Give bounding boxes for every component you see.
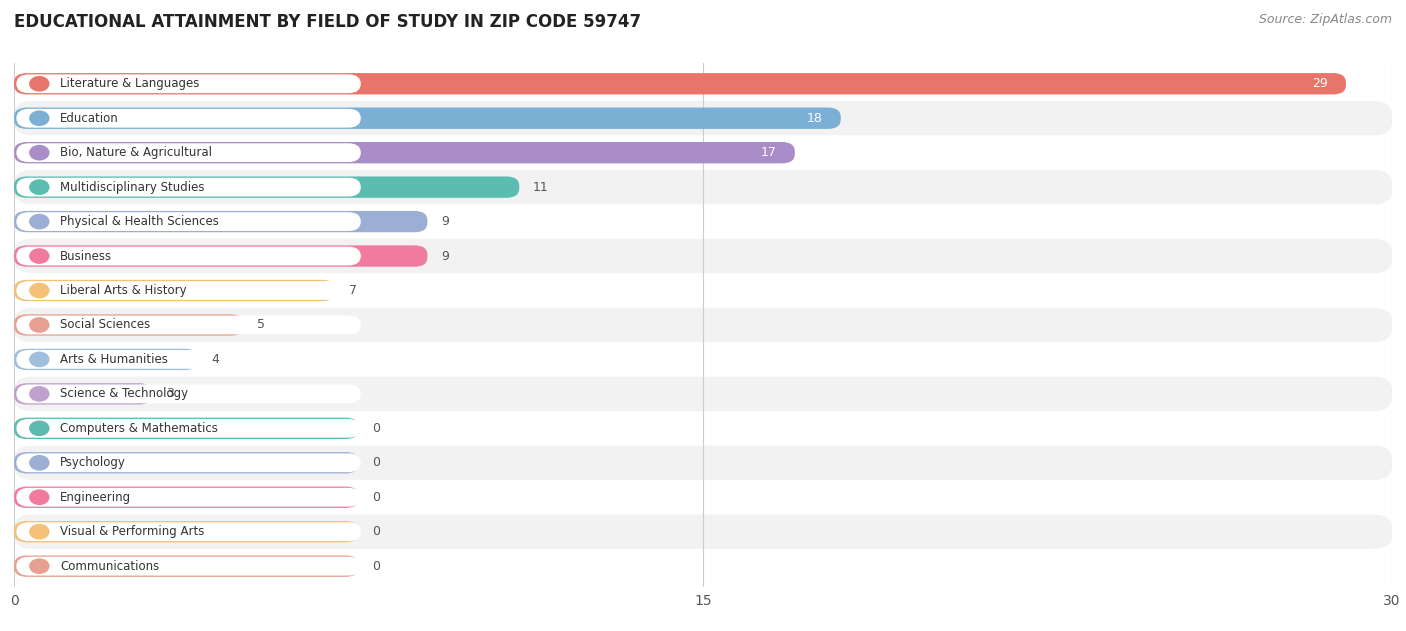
- Text: 5: 5: [257, 319, 266, 331]
- FancyBboxPatch shape: [14, 314, 243, 336]
- Circle shape: [30, 456, 49, 470]
- FancyBboxPatch shape: [17, 384, 361, 403]
- FancyBboxPatch shape: [14, 142, 794, 163]
- Text: Source: ZipAtlas.com: Source: ZipAtlas.com: [1258, 13, 1392, 26]
- FancyBboxPatch shape: [14, 211, 427, 232]
- FancyBboxPatch shape: [14, 555, 359, 577]
- Text: Visual & Performing Arts: Visual & Performing Arts: [60, 525, 204, 538]
- FancyBboxPatch shape: [17, 350, 361, 369]
- Circle shape: [30, 352, 49, 367]
- Text: 0: 0: [373, 456, 380, 469]
- FancyBboxPatch shape: [14, 487, 359, 508]
- FancyBboxPatch shape: [14, 480, 1392, 514]
- Text: Science & Technology: Science & Technology: [60, 387, 188, 401]
- Circle shape: [30, 318, 49, 332]
- Text: Education: Education: [60, 112, 118, 125]
- FancyBboxPatch shape: [14, 418, 359, 439]
- FancyBboxPatch shape: [14, 411, 1392, 445]
- Text: Arts & Humanities: Arts & Humanities: [60, 353, 167, 366]
- Circle shape: [30, 524, 49, 539]
- FancyBboxPatch shape: [14, 308, 1392, 342]
- FancyBboxPatch shape: [17, 316, 361, 334]
- Text: 29: 29: [1312, 77, 1327, 90]
- FancyBboxPatch shape: [17, 143, 361, 162]
- FancyBboxPatch shape: [14, 136, 1392, 170]
- Circle shape: [30, 76, 49, 91]
- FancyBboxPatch shape: [14, 349, 198, 370]
- Text: 0: 0: [373, 491, 380, 504]
- FancyBboxPatch shape: [14, 239, 1392, 273]
- Text: 0: 0: [373, 525, 380, 538]
- Text: 7: 7: [349, 284, 357, 297]
- FancyBboxPatch shape: [17, 178, 361, 196]
- FancyBboxPatch shape: [14, 383, 152, 404]
- Text: Computers & Mathematics: Computers & Mathematics: [60, 422, 218, 435]
- FancyBboxPatch shape: [14, 177, 519, 198]
- FancyBboxPatch shape: [14, 170, 1392, 204]
- FancyBboxPatch shape: [17, 247, 361, 266]
- FancyBboxPatch shape: [17, 109, 361, 127]
- FancyBboxPatch shape: [14, 521, 359, 543]
- Text: Psychology: Psychology: [60, 456, 127, 469]
- Circle shape: [30, 111, 49, 126]
- FancyBboxPatch shape: [14, 245, 427, 267]
- FancyBboxPatch shape: [14, 514, 1392, 549]
- Circle shape: [30, 180, 49, 194]
- Text: Business: Business: [60, 249, 112, 262]
- FancyBboxPatch shape: [14, 377, 1392, 411]
- Text: Engineering: Engineering: [60, 491, 131, 504]
- Text: Physical & Health Sciences: Physical & Health Sciences: [60, 215, 219, 228]
- FancyBboxPatch shape: [14, 342, 1392, 377]
- FancyBboxPatch shape: [14, 66, 1392, 101]
- Text: EDUCATIONAL ATTAINMENT BY FIELD OF STUDY IN ZIP CODE 59747: EDUCATIONAL ATTAINMENT BY FIELD OF STUDY…: [14, 13, 641, 31]
- FancyBboxPatch shape: [14, 549, 1392, 584]
- FancyBboxPatch shape: [17, 557, 361, 575]
- FancyBboxPatch shape: [14, 445, 1392, 480]
- Text: 9: 9: [441, 215, 449, 228]
- Text: Multidisciplinary Studies: Multidisciplinary Studies: [60, 180, 204, 194]
- Text: Social Sciences: Social Sciences: [60, 319, 150, 331]
- Text: 17: 17: [761, 146, 776, 159]
- Circle shape: [30, 249, 49, 263]
- Circle shape: [30, 559, 49, 574]
- Text: 0: 0: [373, 422, 380, 435]
- FancyBboxPatch shape: [14, 273, 1392, 308]
- FancyBboxPatch shape: [14, 452, 359, 473]
- Text: 9: 9: [441, 249, 449, 262]
- FancyBboxPatch shape: [17, 281, 361, 300]
- Text: Communications: Communications: [60, 560, 159, 573]
- Text: 18: 18: [807, 112, 823, 125]
- Circle shape: [30, 215, 49, 229]
- Text: Literature & Languages: Literature & Languages: [60, 77, 200, 90]
- Text: 0: 0: [373, 560, 380, 573]
- Circle shape: [30, 490, 49, 504]
- FancyBboxPatch shape: [17, 522, 361, 541]
- FancyBboxPatch shape: [14, 73, 1346, 95]
- FancyBboxPatch shape: [14, 280, 336, 301]
- FancyBboxPatch shape: [14, 204, 1392, 239]
- FancyBboxPatch shape: [17, 454, 361, 472]
- FancyBboxPatch shape: [17, 419, 361, 438]
- FancyBboxPatch shape: [17, 212, 361, 231]
- FancyBboxPatch shape: [17, 74, 361, 93]
- FancyBboxPatch shape: [17, 488, 361, 507]
- FancyBboxPatch shape: [14, 101, 1392, 136]
- Text: Liberal Arts & History: Liberal Arts & History: [60, 284, 187, 297]
- Text: 11: 11: [533, 180, 548, 194]
- Circle shape: [30, 146, 49, 160]
- Text: 4: 4: [211, 353, 219, 366]
- Circle shape: [30, 387, 49, 401]
- FancyBboxPatch shape: [14, 107, 841, 129]
- Circle shape: [30, 421, 49, 435]
- Text: 3: 3: [166, 387, 173, 401]
- Circle shape: [30, 283, 49, 298]
- Text: Bio, Nature & Agricultural: Bio, Nature & Agricultural: [60, 146, 212, 159]
